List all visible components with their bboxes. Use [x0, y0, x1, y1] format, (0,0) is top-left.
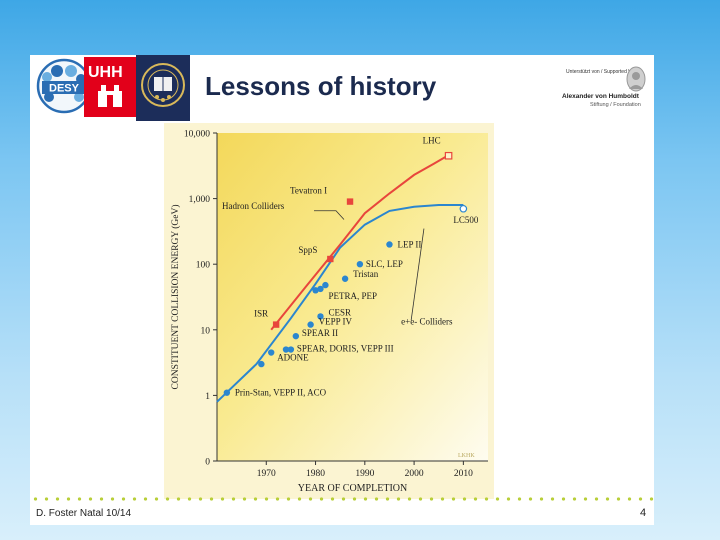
- ee-point: [317, 285, 324, 293]
- uhh-logo-text: UHH: [88, 64, 123, 81]
- ee-point: [341, 275, 349, 282]
- desy-logo-text: DESY: [49, 83, 80, 95]
- ee-point: [459, 204, 468, 213]
- humboldt-logo: Unterstützt von / Supported by Alexander…: [558, 61, 652, 121]
- watermark-text: LKHK: [458, 453, 475, 459]
- humboldt-supported-text: Unterstützt von / Supported by: [566, 69, 634, 75]
- chart-area: 0 1 10 100 1,000 10,000 1970 1980 1990 2000 2010 YE…: [164, 123, 494, 499]
- humboldt-name: Alexander von Humboldt: [562, 93, 639, 100]
- ee-label-petra-pep: PETRA, PEP: [328, 291, 377, 301]
- ee-label-slc-lep: SLC, LEP: [366, 259, 403, 269]
- y-tick-label: 1: [205, 392, 210, 402]
- oxford-logo: [136, 55, 190, 121]
- y-tick-label: 100: [196, 261, 211, 271]
- x-axis-label: YEAR OF COMPLETION: [298, 483, 407, 494]
- x-tick-label: 2000: [405, 469, 424, 479]
- ee-label-spear-ii: SPEAR II: [302, 328, 338, 338]
- hadron-label-tevatron-i: Tevatron I: [290, 186, 327, 196]
- ee-point: [317, 313, 324, 320]
- humboldt-portrait-icon: [626, 66, 646, 92]
- y-axis-label: CONSTITUENT COLLISION ENERGY (GeV): [170, 205, 181, 390]
- desy-logo: DESY: [36, 58, 92, 114]
- y-tick-label: 1,000: [189, 195, 211, 205]
- ee-point: [356, 261, 364, 268]
- ee-point: [386, 241, 393, 248]
- hadron-curve: [270, 154, 450, 331]
- y-tick-label: 0: [205, 458, 210, 468]
- ee-label-cesr: CESR: [328, 307, 351, 317]
- y-tick-label: 10,000: [184, 130, 210, 140]
- y-tick-label: 10: [201, 326, 211, 336]
- slide: DESY UHH Lessons of history Unterstützt …: [30, 55, 654, 525]
- ee-point: [258, 360, 265, 368]
- ee-point: [223, 389, 231, 396]
- ee-point: [322, 281, 329, 289]
- humboldt-sub: Stiftung / Foundation: [590, 102, 641, 108]
- hadron-annotation-arrow: [314, 210, 345, 220]
- ee-colliders-annotation: e+e- Colliders: [401, 317, 453, 327]
- ee-annotation-arrow: [410, 228, 425, 321]
- hadron-label-isr: ISR: [254, 309, 268, 319]
- ee-label-prin-stan-vepp-ii-aco: Prin-Stan, VEPP II, ACO: [235, 388, 327, 398]
- hadron-label-lhc: LHC: [423, 136, 441, 146]
- uhh-logo: UHH: [84, 57, 136, 117]
- ee-label-adone: ADONE: [277, 353, 309, 363]
- x-tick-label: 1980: [306, 469, 325, 479]
- ee-point: [268, 349, 275, 356]
- hadron-point: [327, 255, 334, 263]
- ee-point: [282, 346, 290, 353]
- x-tick-label: 1970: [257, 469, 276, 479]
- ee-point: [287, 346, 295, 353]
- hadron-point: [444, 151, 453, 160]
- ee-label-spear-doris-vepp-iii: SPEAR, DORIS, VEPP III: [297, 344, 394, 354]
- ee-curve: [216, 204, 464, 403]
- hadron-point: [346, 198, 354, 205]
- ee-label-lc500: LC500: [453, 215, 479, 225]
- slide-title: Lessons of history: [205, 71, 437, 101]
- ee-label-lep-ii: LEP II: [397, 239, 421, 249]
- footer-dots-divider: [30, 497, 654, 501]
- page-number: 4: [640, 507, 647, 519]
- energy-history-chart: 0 1 10 100 1,000 10,000 1970 1980 1990 2000 2010 YE…: [164, 123, 494, 499]
- ee-point: [312, 287, 319, 294]
- ee-label-vepp-iv: VEPP IV: [319, 317, 353, 327]
- x-tick-label: 1990: [355, 469, 374, 479]
- hadron-label-spps: SppS: [298, 245, 317, 255]
- x-tick-label: 2010: [454, 469, 473, 479]
- ee-point: [307, 321, 314, 328]
- footer-author: D. Foster Natal 10/14: [36, 508, 132, 519]
- ee-label-tristan: Tristan: [353, 269, 379, 279]
- hadron-colliders-annotation: Hadron Colliders: [222, 201, 285, 211]
- hadron-point: [272, 321, 280, 328]
- ee-point: [292, 332, 300, 340]
